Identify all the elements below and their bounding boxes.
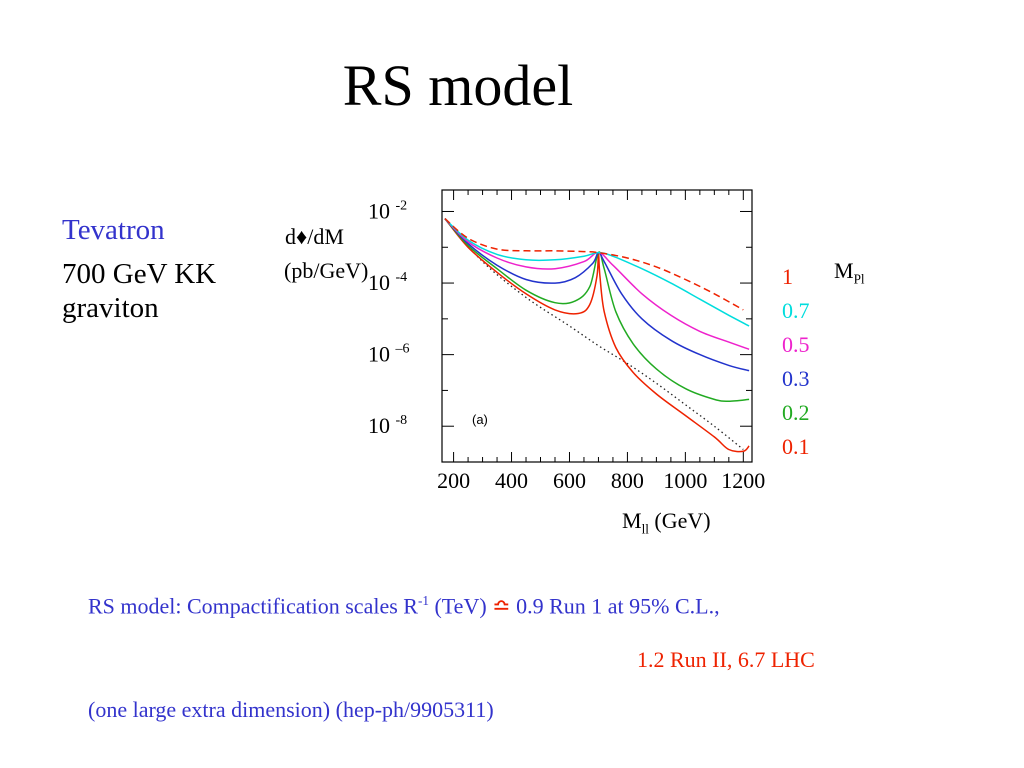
y-tick-label: 10 -2	[368, 198, 407, 223]
series-line-0-1	[444, 218, 750, 453]
x-tick-label: 800	[611, 468, 644, 493]
x-tick-label: 1200	[721, 468, 765, 493]
x-tick-label: 1000	[663, 468, 707, 493]
graviton-line1: 700 GeV KK	[62, 258, 217, 290]
legend-entry-0-3: 0.3	[782, 366, 810, 391]
legend-entry-1: 1	[782, 264, 793, 289]
series-line-SM	[444, 218, 744, 451]
bottom-line-2: 1.2 Run II, 6.7 LHC	[637, 647, 815, 672]
bottom-line-1: RS model: Compactification scales R-1 (T…	[88, 593, 720, 619]
series-line-0-7	[444, 218, 750, 327]
legend-entry-0-2: 0.2	[782, 400, 810, 425]
x-axis-label: Mll (GeV)	[622, 508, 711, 537]
series-line-0-5	[444, 218, 750, 351]
series-line-0-2	[444, 218, 750, 402]
panel-label: (a)	[472, 412, 488, 427]
y-tick-label: 10 -4	[368, 270, 407, 295]
graviton-line2: graviton	[62, 292, 159, 324]
collider-label: Tevatron	[62, 214, 165, 246]
y-axis-label-line1: d♦/dM	[285, 224, 344, 249]
series-line-0-3	[444, 218, 750, 372]
bottom-line-3: (one large extra dimension) (hep-ph/9905…	[88, 697, 494, 722]
series-line-1	[444, 218, 744, 311]
legend-title: MPl	[834, 258, 865, 287]
x-tick-label: 200	[437, 468, 470, 493]
y-tick-label: 10 -8	[368, 413, 407, 438]
x-tick-label: 600	[553, 468, 586, 493]
y-axis-label-line2: (pb/GeV)	[284, 258, 369, 283]
legend-entry-0-5: 0.5	[782, 332, 810, 357]
plot-frame	[441, 189, 753, 463]
y-tick-label: 10 –6	[368, 342, 410, 367]
legend-entry-0-7: 0.7	[782, 298, 810, 323]
slide-title: RS model	[342, 53, 574, 118]
approx-symbol: ≏	[492, 593, 511, 619]
x-tick-label: 400	[495, 468, 528, 493]
legend-entry-0-1: 0.1	[782, 434, 810, 459]
